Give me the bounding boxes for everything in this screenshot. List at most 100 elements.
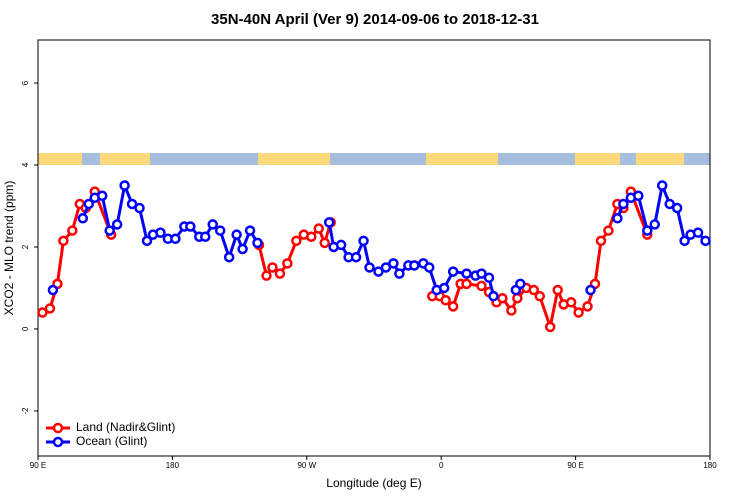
x-tick-label: 0 <box>439 461 444 470</box>
point <box>134 202 145 214</box>
point <box>506 305 517 316</box>
point <box>552 284 563 296</box>
x-tick-label: 90 E <box>30 461 46 470</box>
point <box>603 225 614 236</box>
point <box>155 227 166 238</box>
point <box>141 235 153 247</box>
point <box>111 219 123 230</box>
point <box>58 235 69 247</box>
land-band <box>636 153 684 165</box>
land-band <box>38 153 82 165</box>
point <box>83 198 95 210</box>
point <box>237 243 248 255</box>
point <box>47 284 59 296</box>
point <box>476 268 487 279</box>
point <box>692 227 704 238</box>
point <box>77 213 89 224</box>
point <box>488 290 499 302</box>
x-axis-label: Longitude (deg E) <box>326 476 421 490</box>
point <box>261 270 272 281</box>
point <box>528 284 540 296</box>
point <box>358 235 369 247</box>
point <box>267 262 278 273</box>
point <box>565 297 577 308</box>
point <box>679 235 690 247</box>
legend-label: Land (Nadir&Glint) <box>76 420 175 434</box>
point <box>244 225 256 236</box>
x-tick-label: 90 E <box>567 461 583 470</box>
point <box>497 292 508 304</box>
x-tick-label: 180 <box>166 461 180 470</box>
point <box>388 258 399 269</box>
point <box>671 202 683 214</box>
point <box>461 278 472 290</box>
legend-marker <box>52 436 64 448</box>
point <box>323 217 335 228</box>
point <box>409 260 420 271</box>
point <box>534 290 546 302</box>
ocean-band <box>38 153 710 165</box>
point <box>573 307 584 318</box>
y-tick-label: 2 <box>21 244 30 249</box>
point <box>585 284 596 296</box>
point <box>67 225 78 236</box>
point <box>618 198 629 210</box>
point <box>214 225 226 236</box>
land-band <box>426 153 498 165</box>
point <box>394 268 405 279</box>
point <box>96 190 108 201</box>
y-tick-label: 0 <box>21 326 30 331</box>
x-tick-label: 180 <box>703 461 717 470</box>
y-tick-label: -2 <box>21 407 30 415</box>
point <box>104 225 115 236</box>
point <box>200 231 211 242</box>
land-band <box>100 153 150 165</box>
chart-title: 35N-40N April (Ver 9) 2014-09-06 to 2018… <box>211 11 539 28</box>
point <box>447 301 459 312</box>
legend-label: Ocean (Glint) <box>76 434 147 448</box>
point <box>544 321 556 333</box>
point <box>515 278 526 290</box>
point <box>364 262 375 273</box>
point <box>185 221 196 232</box>
point <box>447 266 459 277</box>
point <box>649 219 660 230</box>
point <box>335 239 347 251</box>
point <box>119 180 130 191</box>
point <box>44 303 56 314</box>
point <box>440 295 451 306</box>
point <box>223 251 235 263</box>
point <box>476 280 487 292</box>
plot-frame <box>37 39 711 457</box>
point <box>291 235 302 247</box>
point <box>512 292 523 304</box>
y-axis-label: XCO2 - MLO trend (ppm) <box>2 181 16 316</box>
point <box>306 231 317 242</box>
point <box>126 198 138 210</box>
y-tick-label: 4 <box>21 162 30 167</box>
point <box>700 235 711 247</box>
point <box>664 198 675 210</box>
point <box>319 237 330 249</box>
point <box>582 301 593 312</box>
point <box>380 262 392 273</box>
point <box>170 233 181 245</box>
legend-marker <box>52 422 64 434</box>
point <box>231 229 242 240</box>
x-tick-label: 90 W <box>297 461 316 470</box>
point <box>274 268 286 279</box>
point <box>656 180 668 191</box>
point <box>350 251 362 263</box>
point <box>483 272 495 283</box>
point <box>461 268 472 279</box>
point <box>252 237 263 249</box>
point <box>373 266 384 277</box>
land-band <box>575 153 620 165</box>
map-strip <box>38 153 710 165</box>
y-tick-label: 6 <box>21 80 30 85</box>
point <box>612 213 623 224</box>
point <box>207 219 218 230</box>
point <box>438 282 450 294</box>
point <box>37 307 48 318</box>
